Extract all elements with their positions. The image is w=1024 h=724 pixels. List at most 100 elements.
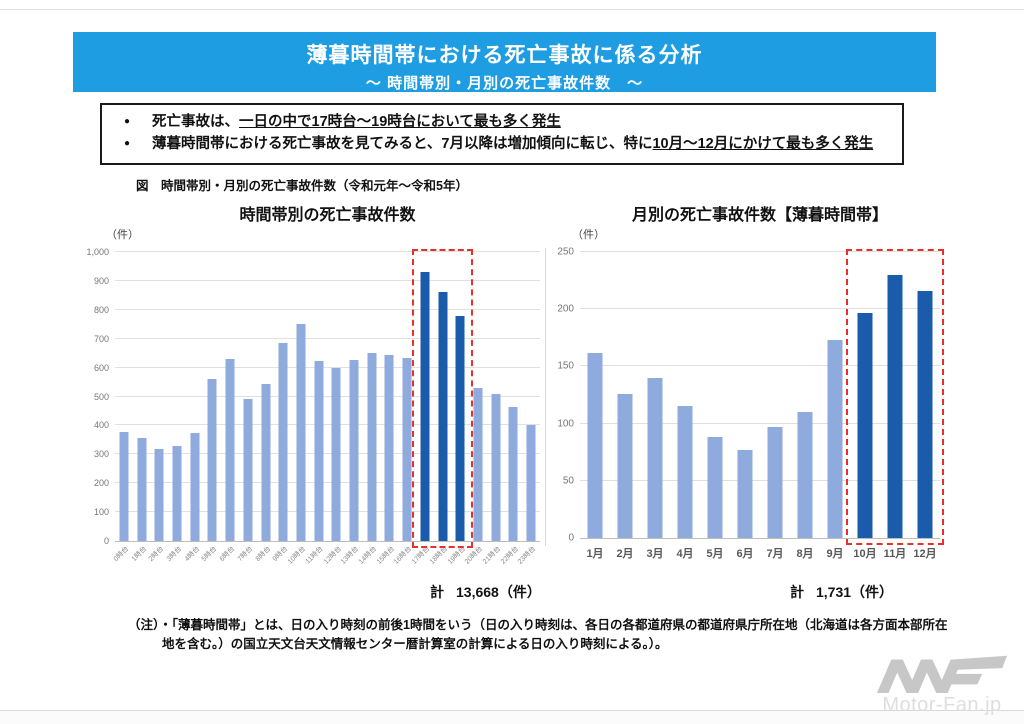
bar-2月: [617, 393, 633, 538]
bar-15時台: [384, 354, 394, 541]
y-axis-tick-label: 100: [93, 507, 109, 518]
y-axis-tick-label: 150: [557, 360, 574, 372]
y-axis-tick-label: 50: [562, 475, 574, 487]
bullet-text-plain: 死亡事故は、: [152, 114, 239, 130]
mf-logo-icon: [876, 655, 1008, 694]
summary-box: ● 死亡事故は、一日の中で17時台～19時台において最も多く発生 ● 薄暮時間帯…: [100, 103, 904, 165]
monthly-chart-plot: 0 50 100 150 200 250 1月 2月 3月 4月 5月 6月 7月 8月 9月 10月 11月 1…: [557, 247, 944, 560]
bar-16時台: [402, 358, 412, 541]
bar-1月: [587, 352, 603, 538]
monthly-chart-title: 月別の死亡事故件数【薄暮時間帯】: [631, 207, 888, 224]
bar-10時台: [296, 323, 306, 541]
hourly-chart-plot: 0 100 200 300 400 500 600 700 800 900 1,000 0時台 1時台 2…: [86, 247, 540, 566]
bar-8月: [797, 412, 813, 538]
gridline: [115, 395, 540, 397]
total-value: 13,668: [456, 584, 499, 600]
bar-7時台: [243, 399, 253, 541]
y-axis-tick-label: 500: [93, 391, 109, 402]
hourly-y-axis-unit: （件）: [106, 229, 139, 241]
bar-21時台: [491, 394, 501, 541]
bar-17時台: [420, 272, 430, 541]
page-subtitle: ～ 時間帯別・月別の死亡事故件数 ～: [365, 75, 644, 92]
y-axis-tick-label: 400: [93, 420, 109, 431]
y-axis-tick-label: 600: [93, 362, 109, 373]
gridline: [115, 366, 540, 368]
top-divider: [0, 9, 1024, 10]
y-axis-tick-label: 0: [103, 536, 109, 546]
monthly-total: 計 1,731（件）: [790, 582, 893, 602]
gridline: [115, 337, 540, 339]
bar-5時台: [207, 378, 217, 541]
bar-3時台: [172, 446, 182, 541]
bullet-text-underlined: 10月～12月にかけて最も多く発生: [652, 135, 874, 152]
bullet-item: ● 薄暮時間帯における死亡事故を見てみると、7月以降は増加傾向に転じ、特に10月…: [102, 134, 888, 156]
bar-5月: [707, 437, 723, 538]
figure-caption: 図 時間帯別・月別の死亡事故件数（令和元年～令和5年）: [136, 179, 468, 193]
bar-13時台: [349, 360, 359, 541]
y-axis-tick-label: 200: [557, 303, 574, 315]
bar-0時台: [119, 431, 129, 541]
bar-11時台: [314, 361, 324, 541]
motor-fan-watermark: Motor-Fan.jp: [866, 650, 1018, 717]
bar-1時台: [137, 437, 147, 541]
bar-9月: [827, 340, 843, 538]
gridline: [580, 365, 940, 367]
bar-18時台: [438, 292, 448, 541]
y-axis-tick-label: 800: [93, 304, 109, 315]
total-label: 計: [790, 584, 804, 600]
total-value: 1,731: [816, 584, 852, 600]
y-axis-tick-label: 250: [557, 246, 574, 258]
y-axis-tick-label: 0: [568, 532, 574, 544]
gridline: [580, 422, 940, 424]
bar-7月: [767, 427, 783, 538]
highlight-rect: [412, 249, 474, 548]
bullet-text: 死亡事故は、一日の中で17時台～19時台において最も多く発生: [152, 112, 561, 134]
total-unit: （件）: [498, 584, 541, 600]
bar-22時台: [508, 406, 518, 541]
bar-6月: [737, 449, 753, 538]
bar-8時台: [261, 384, 271, 541]
title-banner: 薄暮時間帯における死亡事故に係る分析 ～ 時間帯別・月別の死亡事故件数 ～: [73, 32, 936, 92]
gridline: [580, 251, 940, 252]
y-axis-tick-label: 900: [93, 275, 109, 286]
bar-4時台: [190, 432, 200, 541]
bottom-divider: [0, 710, 1024, 724]
bullet-icon: ●: [123, 137, 131, 149]
gridline: [580, 308, 940, 310]
bullet-text-underlined: 一日の中で17時台～19時台において最も多く発生: [239, 114, 561, 130]
y-axis-tick-label: 1,000: [86, 247, 109, 257]
bar-12時台: [331, 367, 341, 541]
bullet-icon: ●: [123, 116, 131, 127]
gridline: [115, 453, 540, 455]
gridline: [580, 479, 940, 481]
bullet-text: 薄暮時間帯における死亡事故を見てみると、7月以降は増加傾向に転じ、特に10月～1…: [152, 134, 873, 156]
chart-panel-divider: [545, 248, 546, 546]
y-axis-tick-label: 100: [557, 418, 574, 430]
y-axis-tick-label: 200: [93, 478, 109, 489]
highlight-rect: [846, 249, 944, 545]
bar-20時台: [473, 387, 483, 541]
watermark-text: Motor-Fan.jp: [882, 694, 1002, 716]
gridline: [115, 482, 540, 484]
bullet-text-plain: 薄暮時間帯における死亡事故を見てみると、7月以降は増加傾向に転じ、特に: [152, 135, 653, 152]
bar-12月: [917, 290, 933, 538]
bar-2時台: [154, 448, 164, 541]
gridline: [115, 251, 540, 252]
footnote: （注）・「薄暮時間帯」とは、日の入り時刻の前後1時間をいう（日の入り時刻は、各日…: [128, 618, 948, 652]
bar-6時台: [225, 358, 235, 541]
gridline: [115, 308, 540, 310]
page-title: 薄暮時間帯における死亡事故に係る分析: [306, 44, 703, 67]
bar-4月: [677, 406, 693, 538]
bar-11月: [887, 274, 903, 538]
bar-19時台: [455, 315, 465, 541]
gridline: [115, 511, 540, 513]
bar-14時台: [367, 353, 377, 541]
bar-23時台: [526, 425, 536, 541]
monthly-y-axis-unit: （件）: [572, 229, 605, 241]
y-axis-tick-label: 300: [93, 449, 109, 460]
bar-10月: [857, 312, 873, 538]
hourly-chart-title: 時間帯別の死亡事故件数: [239, 207, 416, 224]
bullet-item: ● 死亡事故は、一日の中で17時台～19時台において最も多く発生: [102, 112, 888, 134]
total-unit: （件）: [851, 584, 894, 600]
